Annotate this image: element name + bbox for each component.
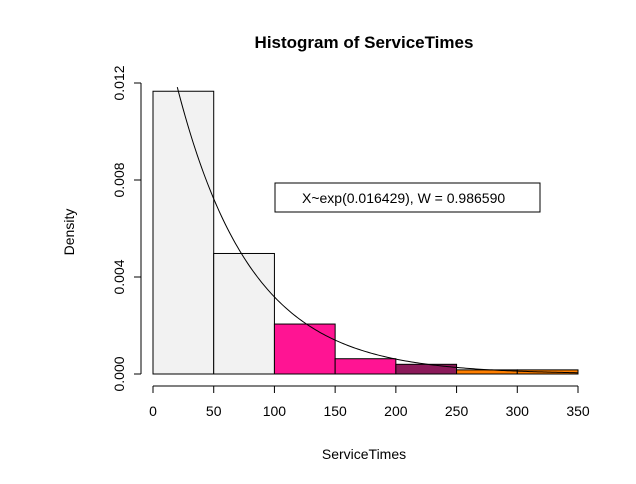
chart-title: Histogram of ServiceTimes — [255, 33, 474, 52]
x-axis: 0 50 100 150 200 250 300 350 — [149, 385, 590, 419]
x-tick-label: 0 — [149, 403, 157, 419]
x-tick-label: 300 — [506, 403, 530, 419]
histogram-bar — [334, 358, 397, 375]
x-tick-label: 250 — [445, 403, 469, 419]
y-axis-label: Density — [61, 209, 77, 256]
y-tick-label: 0.008 — [111, 162, 127, 197]
legend-text: X~exp(0.016429), W = 0.986590 — [302, 190, 505, 206]
y-tick-label: 0.000 — [111, 356, 127, 391]
histogram-bar — [273, 323, 336, 375]
y-tick-label: 0.004 — [111, 259, 127, 294]
x-axis-label: ServiceTimes — [322, 446, 406, 462]
legend-box — [274, 182, 541, 213]
histogram-bar — [213, 252, 275, 375]
histogram-bars — [152, 90, 579, 375]
histogram-bar — [152, 90, 215, 375]
density-curve-group — [176, 87, 579, 374]
x-tick-label: 350 — [566, 403, 590, 419]
x-tick-label: 150 — [323, 403, 347, 419]
x-tick-label: 50 — [206, 403, 222, 419]
histogram-bar — [395, 363, 458, 375]
y-axis: 0.000 0.004 0.008 0.012 — [111, 65, 142, 392]
x-tick-label: 100 — [263, 403, 287, 419]
x-tick-label: 200 — [384, 403, 408, 419]
density-curve — [176, 87, 579, 374]
y-tick-label: 0.012 — [111, 65, 127, 100]
legend: X~exp(0.016429), W = 0.986590 — [274, 182, 541, 213]
